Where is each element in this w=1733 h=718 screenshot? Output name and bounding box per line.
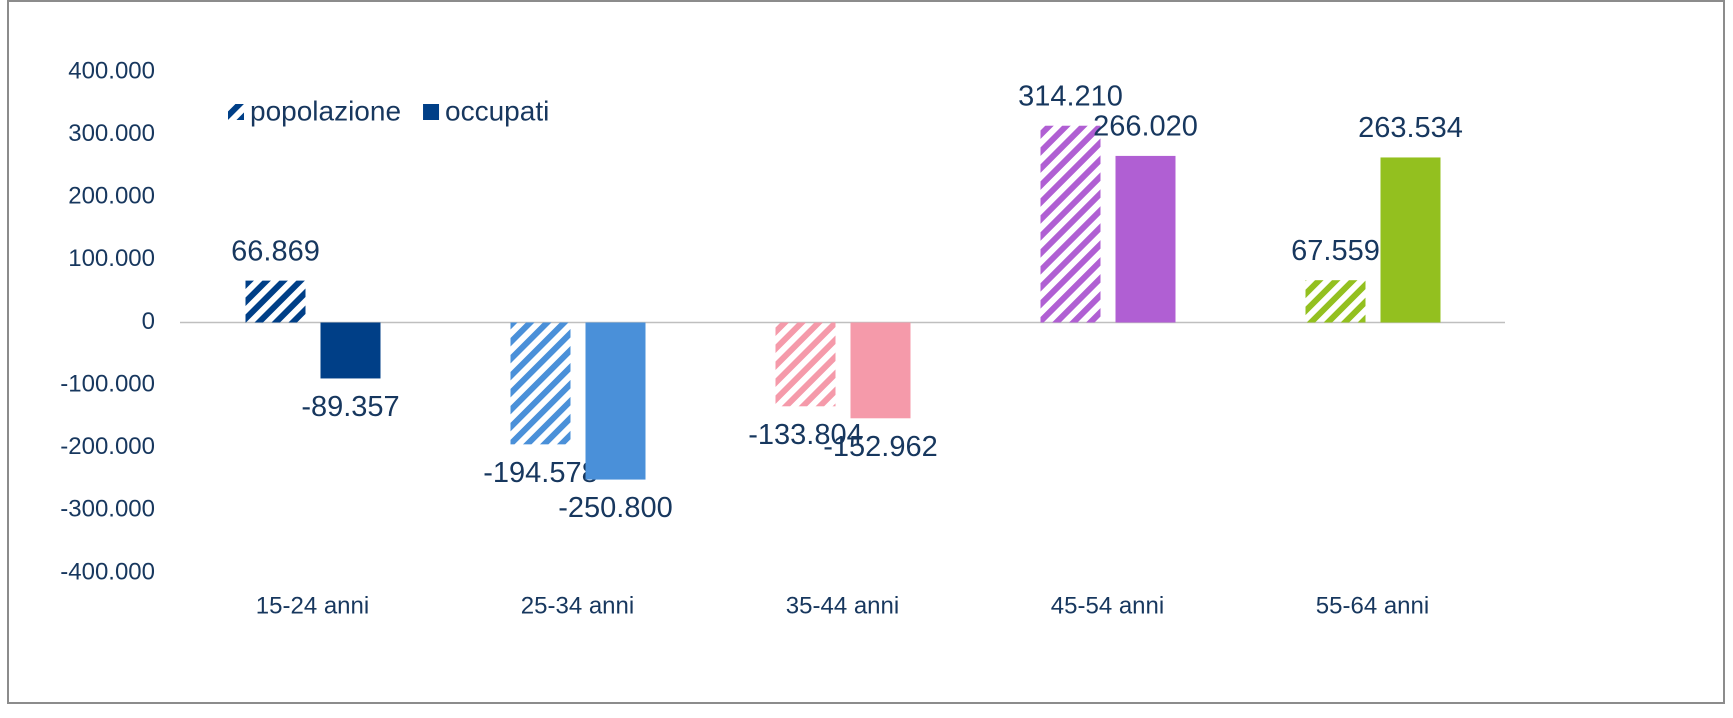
legend-label: popolazione	[250, 95, 401, 126]
value-label: 263.534	[1358, 112, 1463, 144]
bar	[850, 322, 911, 419]
y-tick-label: 300.000	[68, 120, 155, 147]
value-label: 67.559	[1291, 235, 1380, 267]
bar	[1380, 157, 1441, 323]
y-tick-label: -200.000	[60, 433, 155, 460]
value-label: -89.357	[301, 391, 399, 423]
bar	[1115, 155, 1176, 323]
x-tick-label: 55-64 anni	[1316, 592, 1429, 619]
bar	[1040, 125, 1101, 323]
legend-swatch	[228, 104, 244, 120]
value-label: 314.210	[1018, 80, 1123, 112]
x-tick-label: 25-34 anni	[521, 592, 634, 619]
value-label: -152.962	[823, 431, 938, 463]
x-tick-label: 45-54 anni	[1051, 592, 1164, 619]
y-tick-label: 100.000	[68, 245, 155, 272]
value-label: -250.800	[558, 492, 673, 524]
bar	[1305, 280, 1366, 323]
y-tick-label: -100.000	[60, 370, 155, 397]
value-label: -194.578	[483, 457, 598, 489]
y-tick-label: 400.000	[68, 57, 155, 84]
bar	[775, 322, 836, 407]
y-tick-label: 200.000	[68, 183, 155, 210]
x-tick-label: 35-44 anni	[786, 592, 899, 619]
bar	[320, 322, 381, 379]
x-tick-label: 15-24 anni	[256, 592, 369, 619]
y-tick-label: 0	[142, 308, 155, 335]
value-label: 266.020	[1093, 111, 1198, 143]
bar	[585, 322, 646, 480]
value-label: -133.804	[748, 419, 863, 451]
bar	[245, 280, 306, 323]
y-tick-label: -300.000	[60, 496, 155, 523]
legend-swatch	[423, 104, 440, 120]
bar	[510, 322, 571, 445]
y-tick-label: -400.000	[60, 558, 155, 585]
legend-label: occupati	[445, 95, 549, 126]
value-label: 66.869	[231, 235, 320, 267]
